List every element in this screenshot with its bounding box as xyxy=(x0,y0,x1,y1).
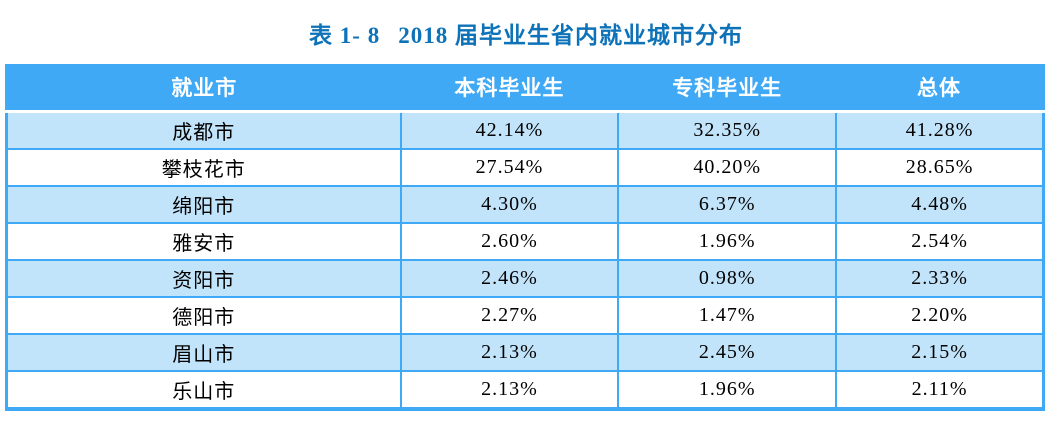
table-row: 绵阳市 4.30% 6.37% 4.48% xyxy=(5,185,1045,224)
table-body: 成都市 42.14% 32.35% 41.28% 攀枝花市 27.54% 40.20% 28.… xyxy=(5,110,1045,410)
city-cell: 眉山市 xyxy=(5,333,402,372)
table-header-row: 就业市 本科毕业生 专科毕业生 总体 xyxy=(6,64,1044,113)
table-row: 资阳市 2.46% 0.98% 2.33% xyxy=(5,259,1045,298)
overall-cell: 2.11% xyxy=(835,370,1045,410)
associate-cell: 2.45% xyxy=(617,333,838,372)
table-row: 攀枝花市 27.54% 40.20% 28.65% xyxy=(5,148,1045,187)
undergrad-cell: 2.13% xyxy=(399,370,620,410)
associate-cell: 6.37% xyxy=(617,185,838,224)
city-cell: 资阳市 xyxy=(5,259,402,298)
overall-cell: 41.28% xyxy=(835,110,1045,150)
undergrad-cell: 4.30% xyxy=(399,185,620,224)
undergrad-cell: 2.46% xyxy=(399,259,620,298)
table-row: 眉山市 2.13% 2.45% 2.15% xyxy=(5,333,1045,372)
table-row: 成都市 42.14% 32.35% 41.28% xyxy=(5,110,1045,150)
table-title: 表 1- 8 2018 届毕业生省内就业城市分布 xyxy=(0,16,1052,50)
table-title-text: 2018 届毕业生省内就业城市分布 xyxy=(398,23,743,48)
city-cell: 乐山市 xyxy=(5,370,402,410)
associate-cell: 0.98% xyxy=(617,259,838,298)
overall-cell: 28.65% xyxy=(835,148,1045,187)
header-overall: 总体 xyxy=(836,64,1044,113)
undergrad-cell: 27.54% xyxy=(399,148,620,187)
overall-cell: 2.54% xyxy=(835,222,1045,261)
table-row: 德阳市 2.27% 1.47% 2.20% xyxy=(5,296,1045,335)
employment-city-table: 就业市 本科毕业生 专科毕业生 总体 成都市 42.14% 32.35% 41.28%… xyxy=(5,64,1045,411)
undergrad-cell: 2.13% xyxy=(399,333,620,372)
associate-cell: 32.35% xyxy=(617,110,838,150)
city-cell: 攀枝花市 xyxy=(5,148,402,187)
associate-cell: 1.47% xyxy=(617,296,838,335)
table-row: 雅安市 2.60% 1.96% 2.54% xyxy=(5,222,1045,261)
city-cell: 雅安市 xyxy=(5,222,402,261)
overall-cell: 2.33% xyxy=(835,259,1045,298)
overall-cell: 4.48% xyxy=(835,185,1045,224)
city-cell: 绵阳市 xyxy=(5,185,402,224)
associate-cell: 1.96% xyxy=(617,370,838,410)
header-undergrad: 本科毕业生 xyxy=(400,64,619,113)
city-cell: 德阳市 xyxy=(5,296,402,335)
undergrad-cell: 2.60% xyxy=(399,222,620,261)
undergrad-cell: 2.27% xyxy=(399,296,620,335)
overall-cell: 2.15% xyxy=(835,333,1045,372)
associate-cell: 1.96% xyxy=(617,222,838,261)
city-cell: 成都市 xyxy=(5,110,402,150)
header-city: 就业市 xyxy=(6,64,401,113)
table-row: 乐山市 2.13% 1.96% 2.11% xyxy=(5,370,1045,410)
undergrad-cell: 42.14% xyxy=(399,110,620,150)
associate-cell: 40.20% xyxy=(617,148,838,187)
overall-cell: 2.20% xyxy=(835,296,1045,335)
table-number: 表 1- 8 xyxy=(309,23,381,48)
header-associate: 专科毕业生 xyxy=(618,64,837,113)
